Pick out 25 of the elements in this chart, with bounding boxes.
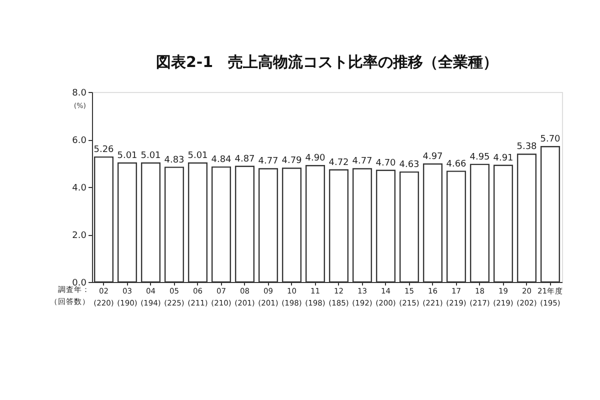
data-label: 4.70 — [376, 158, 396, 168]
data-label: 4.63 — [399, 160, 420, 170]
data-label: 4.83 — [164, 155, 184, 166]
data-label: 4.79 — [282, 156, 302, 166]
data-label: 5.01 — [140, 151, 161, 162]
data-label: 4.97 — [422, 152, 443, 162]
data-label: 5.01 — [188, 151, 208, 162]
data-label: 5.38 — [516, 142, 538, 152]
y-tick-label: 6.0 — [72, 136, 87, 146]
data-label: 5.26 — [94, 145, 114, 156]
y-tick-label: 2.0 — [72, 231, 87, 241]
data-label: 4.72 — [328, 158, 349, 168]
data-label: 4.90 — [305, 154, 326, 164]
data-label: 4.95 — [470, 152, 490, 162]
data-label: 4.91 — [493, 153, 514, 164]
y-tick-label: 4.0 — [72, 184, 87, 194]
data-label: 5.70 — [540, 134, 561, 145]
y-tick-label: 8.0 — [72, 88, 87, 98]
data-label: 4.87 — [234, 154, 255, 164]
data-label: 4.77 — [352, 156, 372, 167]
data-label: 4.66 — [446, 159, 467, 170]
data-label: 5.01 — [117, 151, 138, 162]
data-label: 4.77 — [258, 156, 278, 167]
chart-title: 図表2-1 売上高物流コスト比率の推移（全業種） — [156, 53, 498, 71]
data-label: 4.84 — [211, 155, 232, 166]
